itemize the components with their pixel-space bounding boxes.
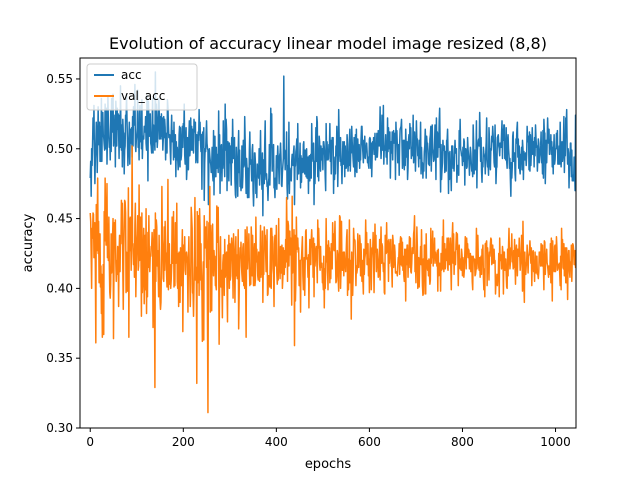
x-tick-label: 600 bbox=[358, 435, 381, 449]
legend: acc val_acc bbox=[86, 63, 198, 111]
y-axis: 0.30 0.35 0.40 0.45 0.50 0.55 bbox=[46, 72, 80, 435]
y-tick-label: 0.45 bbox=[46, 212, 73, 226]
y-tick-label: 0.35 bbox=[46, 351, 73, 365]
y-axis-label: accuracy bbox=[21, 213, 36, 272]
legend-label-val-acc: val_acc bbox=[121, 89, 165, 103]
x-tick-label: 200 bbox=[172, 435, 195, 449]
x-axis: 0 200 400 600 800 1000 bbox=[86, 428, 571, 449]
series-line-val-acc bbox=[89, 145, 576, 414]
y-tick-label: 0.40 bbox=[46, 281, 73, 295]
x-tick-label: 800 bbox=[451, 435, 474, 449]
series-layer bbox=[89, 71, 576, 414]
y-tick-label: 0.50 bbox=[46, 142, 73, 156]
legend-box bbox=[86, 63, 198, 111]
x-tick-label: 400 bbox=[265, 435, 288, 449]
plot-area bbox=[79, 57, 577, 429]
x-tick-label: 0 bbox=[86, 435, 94, 449]
y-tick-label: 0.30 bbox=[46, 421, 73, 435]
legend-label-acc: acc bbox=[121, 68, 142, 82]
axes-frame bbox=[79, 57, 577, 429]
x-axis-label: epochs bbox=[305, 457, 352, 472]
chart-title: Evolution of accuracy linear model image… bbox=[109, 34, 547, 53]
x-tick-label: 1000 bbox=[540, 435, 571, 449]
series-line-acc bbox=[89, 71, 576, 217]
y-tick-label: 0.55 bbox=[46, 72, 73, 86]
